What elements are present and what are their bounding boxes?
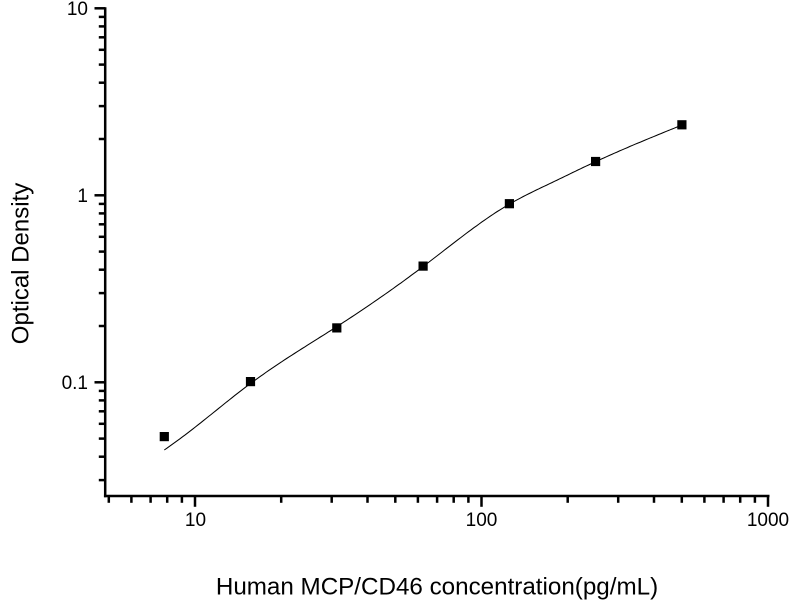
svg-text:100: 100 (466, 510, 498, 531)
svg-text:0.1: 0.1 (62, 373, 88, 394)
svg-text:10: 10 (185, 510, 206, 531)
svg-text:Optical Density: Optical Density (8, 183, 35, 344)
svg-text:Human MCP/CD46 concentration(p: Human MCP/CD46 concentration(pg/mL) (216, 574, 658, 600)
svg-text:1000: 1000 (747, 510, 789, 531)
svg-text:10: 10 (67, 0, 88, 20)
svg-text:1: 1 (77, 186, 88, 207)
